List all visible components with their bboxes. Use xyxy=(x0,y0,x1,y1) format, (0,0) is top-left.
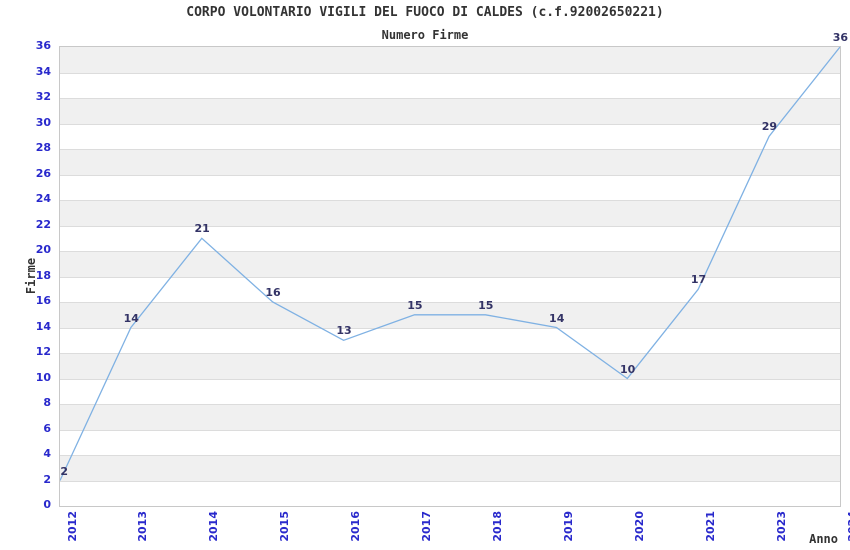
stripe xyxy=(60,353,840,379)
y-tick-label: 32 xyxy=(35,90,51,103)
y-axis-label: Firme xyxy=(24,257,38,295)
data-label: 14 xyxy=(123,311,139,325)
stripe xyxy=(60,200,840,226)
y-tick-label: 22 xyxy=(35,217,51,231)
data-label: 14 xyxy=(549,311,565,325)
stripe xyxy=(60,429,840,455)
y-tick-label: 36 xyxy=(35,39,51,52)
x-tick-label: 2015 xyxy=(278,511,292,542)
x-tick-label: 2012 xyxy=(65,511,79,542)
x-tick-label: 2017 xyxy=(420,511,434,542)
data-label: 29 xyxy=(761,120,778,134)
stripe xyxy=(60,455,840,481)
gridline xyxy=(60,430,840,431)
x-tick-label: 2020 xyxy=(632,511,646,542)
x-tick-label: 2013 xyxy=(136,511,150,542)
y-tick-label: 12 xyxy=(35,345,51,358)
chart-title: CORPO VOLONTARIO VIGILI DEL FUOCO DI CAL… xyxy=(186,5,664,20)
data-label: 13 xyxy=(336,324,352,338)
y-tick-label: 16 xyxy=(35,294,51,307)
line-series xyxy=(60,47,840,481)
gridline xyxy=(60,98,840,99)
stripe xyxy=(60,327,840,353)
gridline xyxy=(60,73,840,74)
x-tick-label: 2016 xyxy=(349,511,363,542)
y-tick-label: 0 xyxy=(43,498,51,511)
y-tick-label: 30 xyxy=(35,115,51,129)
chart-subtitle: Numero Firme xyxy=(381,28,469,42)
x-tick-label: 2021 xyxy=(703,511,717,542)
stripe xyxy=(60,149,840,175)
data-label: 16 xyxy=(265,286,281,299)
y-tick-label: 28 xyxy=(35,141,51,154)
y-tick-label: 18 xyxy=(35,268,51,282)
gridline xyxy=(60,353,840,354)
gridline xyxy=(60,200,840,201)
x-tick-label: 2024 xyxy=(845,511,850,542)
data-label: 21 xyxy=(194,222,210,236)
y-tick-label: 34 xyxy=(35,64,51,78)
stripe xyxy=(60,480,840,506)
gridline xyxy=(60,328,840,329)
plot-area: 2 14 21 16 13 15 15 14 10 17 29 36 xyxy=(59,31,848,507)
data-label: 15 xyxy=(478,298,494,312)
gridline xyxy=(60,149,840,150)
y-tick-label: 14 xyxy=(35,319,51,333)
x-tick-label: 2019 xyxy=(561,511,575,542)
y-tick-label: 8 xyxy=(43,396,51,409)
stripe xyxy=(60,98,840,124)
stripe xyxy=(60,47,840,73)
y-tick-label: 10 xyxy=(35,370,51,384)
stripe xyxy=(60,404,840,430)
y-tick-label: 6 xyxy=(43,421,51,435)
gridline xyxy=(60,226,840,227)
stripe xyxy=(60,123,840,149)
y-tick-label: 26 xyxy=(35,166,51,180)
stripe xyxy=(60,72,840,98)
data-label: 10 xyxy=(619,362,636,376)
x-tick-label: 2014 xyxy=(207,511,221,542)
data-label: 15 xyxy=(407,298,423,312)
y-tick-label: 2 xyxy=(43,472,51,486)
gridline xyxy=(60,302,840,303)
x-tick-label: 2018 xyxy=(490,511,504,542)
gridline xyxy=(60,251,840,252)
gridline xyxy=(60,404,840,405)
y-tick-label: 24 xyxy=(35,192,51,205)
gridline xyxy=(60,379,840,380)
y-tick-label: 4 xyxy=(43,447,51,460)
stripe xyxy=(60,378,840,404)
gridline xyxy=(60,175,840,176)
data-label: 17 xyxy=(690,273,707,287)
data-label: 2 xyxy=(60,464,68,478)
y-tick-label: 20 xyxy=(35,243,51,256)
stripe xyxy=(60,174,840,200)
gridline xyxy=(60,124,840,125)
gridline xyxy=(60,455,840,456)
stripe xyxy=(60,276,840,302)
stripe xyxy=(60,225,840,251)
gridline xyxy=(60,277,840,278)
data-label: 36 xyxy=(832,31,848,44)
x-axis-label: Anno xyxy=(809,532,838,546)
gridline xyxy=(60,481,840,482)
